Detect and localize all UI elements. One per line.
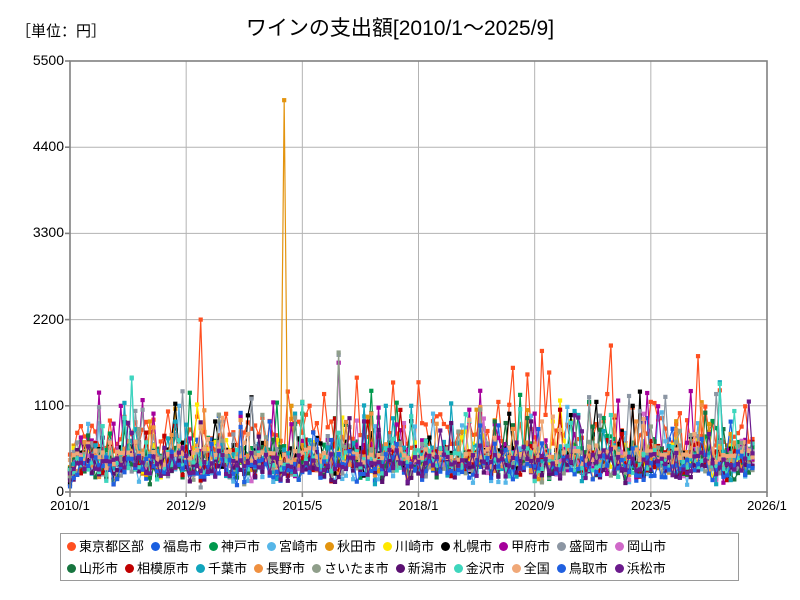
legend-marker-icon (151, 541, 161, 551)
legend-item-岡山市[interactable]: 岡山市 (615, 540, 666, 553)
legend-label: 金沢市 (465, 560, 505, 576)
legend-label: 長野市 (266, 560, 306, 576)
legend-item-札幌市[interactable]: 札幌市 (441, 540, 492, 553)
chart-title: ワインの支出額[2010/1～2025/9] (245, 17, 555, 40)
legend-item-福島市[interactable]: 福島市 (151, 540, 202, 553)
legend-item-山形市[interactable]: 山形市 (67, 562, 118, 575)
legend-item-盛岡市[interactable]: 盛岡市 (557, 540, 608, 553)
legend-row-2: 山形市 相模原市 千葉市 長野市 さいたま市 新潟市 金沢市 全国 鳥取市 浜松市 (61, 557, 738, 579)
legend-marker-icon (312, 563, 322, 573)
legend-label: 全国 (523, 560, 550, 576)
legend-marker-icon (453, 563, 463, 573)
legend-item-甲府市[interactable]: 甲府市 (499, 540, 550, 553)
legend-label: 盛岡市 (569, 538, 609, 554)
legend-label: 岡山市 (627, 538, 667, 554)
legend-row-1: 東京都区部 福島市 神戸市 宮崎市 秋田市 川崎市 札幌市 甲府市 盛岡市 岡山市 (61, 535, 738, 557)
legend-marker-icon (125, 563, 135, 573)
legend-marker-icon (67, 541, 76, 551)
legend-marker-icon (441, 541, 451, 551)
y-tick-1100: 1100 (33, 396, 64, 413)
legend-marker-icon (267, 541, 277, 551)
data-series-group (67, 98, 755, 490)
y-tick-5500: 5500 (32, 52, 64, 68)
legend-item-東京都区部[interactable]: 東京都区部 (67, 540, 144, 553)
axis-frame (65, 60, 768, 497)
legend-item-全国[interactable]: 全国 (511, 560, 550, 576)
legend-item-宮崎市[interactable]: 宮崎市 (267, 540, 318, 553)
legend-item-金沢市[interactable]: 金沢市 (453, 560, 505, 576)
legend-label: 秋田市 (337, 538, 377, 554)
x-tick-2010-1: 2010/1 (50, 498, 90, 513)
x-tick-2026-1: 2026/1 (747, 498, 787, 513)
legend-marker-icon (325, 541, 335, 551)
unit-label: ［単位：円］ (16, 23, 107, 40)
legend-marker-icon (383, 541, 393, 551)
x-tick-2023-5: 2023/5 (630, 498, 671, 513)
legend-marker-icon (615, 541, 625, 551)
chart-canvas (65, 60, 768, 497)
legend-marker-icon (254, 563, 264, 573)
x-tick-2018-1: 2018/1 (398, 498, 439, 513)
y-tick-2200: 2200 (32, 310, 64, 327)
legend-label: 甲府市 (511, 538, 551, 554)
legend-item-さいたま市[interactable]: さいたま市 (312, 562, 389, 575)
legend-label: 宮崎市 (279, 538, 319, 554)
legend-label: 福島市 (163, 538, 203, 554)
legend-marker-icon (614, 563, 624, 573)
legend-label: 札幌市 (453, 538, 493, 554)
legend-item-鳥取市[interactable]: 鳥取市 (556, 560, 608, 576)
legend-label: 川崎市 (395, 538, 435, 554)
plot-area: 0 1100 2200 3300 4400 5500 2010/1 2012/9 2015/5… (32, 52, 787, 513)
x-tick-2012-9: 2012/9 (166, 498, 207, 513)
legend-marker-icon (556, 563, 566, 573)
legend-marker-icon (557, 541, 567, 551)
legend-label: 東京都区部 (79, 538, 145, 554)
y-tick-4400: 4400 (32, 138, 64, 155)
y-tick-3300: 3300 (32, 224, 64, 241)
legend-label: 新潟市 (407, 560, 447, 576)
legend-marker-icon (511, 563, 521, 573)
x-tick-2015-5: 2015/5 (282, 498, 323, 513)
legend-label: 浜松市 (626, 560, 666, 576)
legend-marker-icon (209, 541, 219, 551)
legend-item-川崎市[interactable]: 川崎市 (383, 540, 434, 553)
legend-item-神戸市[interactable]: 神戸市 (209, 540, 260, 553)
legend-item-秋田市[interactable]: 秋田市 (325, 540, 376, 553)
legend-label: 山形市 (79, 560, 119, 576)
legend-item-千葉市[interactable]: 千葉市 (196, 562, 247, 575)
legend-label: 神戸市 (221, 538, 261, 554)
legend-marker-icon (499, 541, 509, 551)
legend-marker-icon (395, 563, 405, 573)
series-浜松市 (67, 399, 755, 485)
legend-label: さいたま市 (324, 560, 389, 576)
legend-item-浜松市[interactable]: 浜松市 (614, 560, 666, 576)
legend-label: 千葉市 (208, 560, 248, 576)
legend-item-長野市[interactable]: 長野市 (254, 562, 305, 575)
x-tick-2020-9: 2020/9 (514, 498, 555, 513)
chart-legend: 東京都区部 福島市 神戸市 宮崎市 秋田市 川崎市 札幌市 甲府市 盛岡市 岡山市山形市 相模原市 千… (60, 533, 739, 581)
legend-marker-icon (67, 563, 76, 573)
legend-label: 鳥取市 (568, 560, 608, 576)
legend-item-相模原市[interactable]: 相模原市 (125, 562, 189, 575)
legend-marker-icon (196, 563, 206, 573)
y-tick-0: 0 (56, 483, 64, 499)
legend-label: 相模原市 (137, 560, 190, 576)
legend-item-新潟市[interactable]: 新潟市 (395, 560, 447, 576)
